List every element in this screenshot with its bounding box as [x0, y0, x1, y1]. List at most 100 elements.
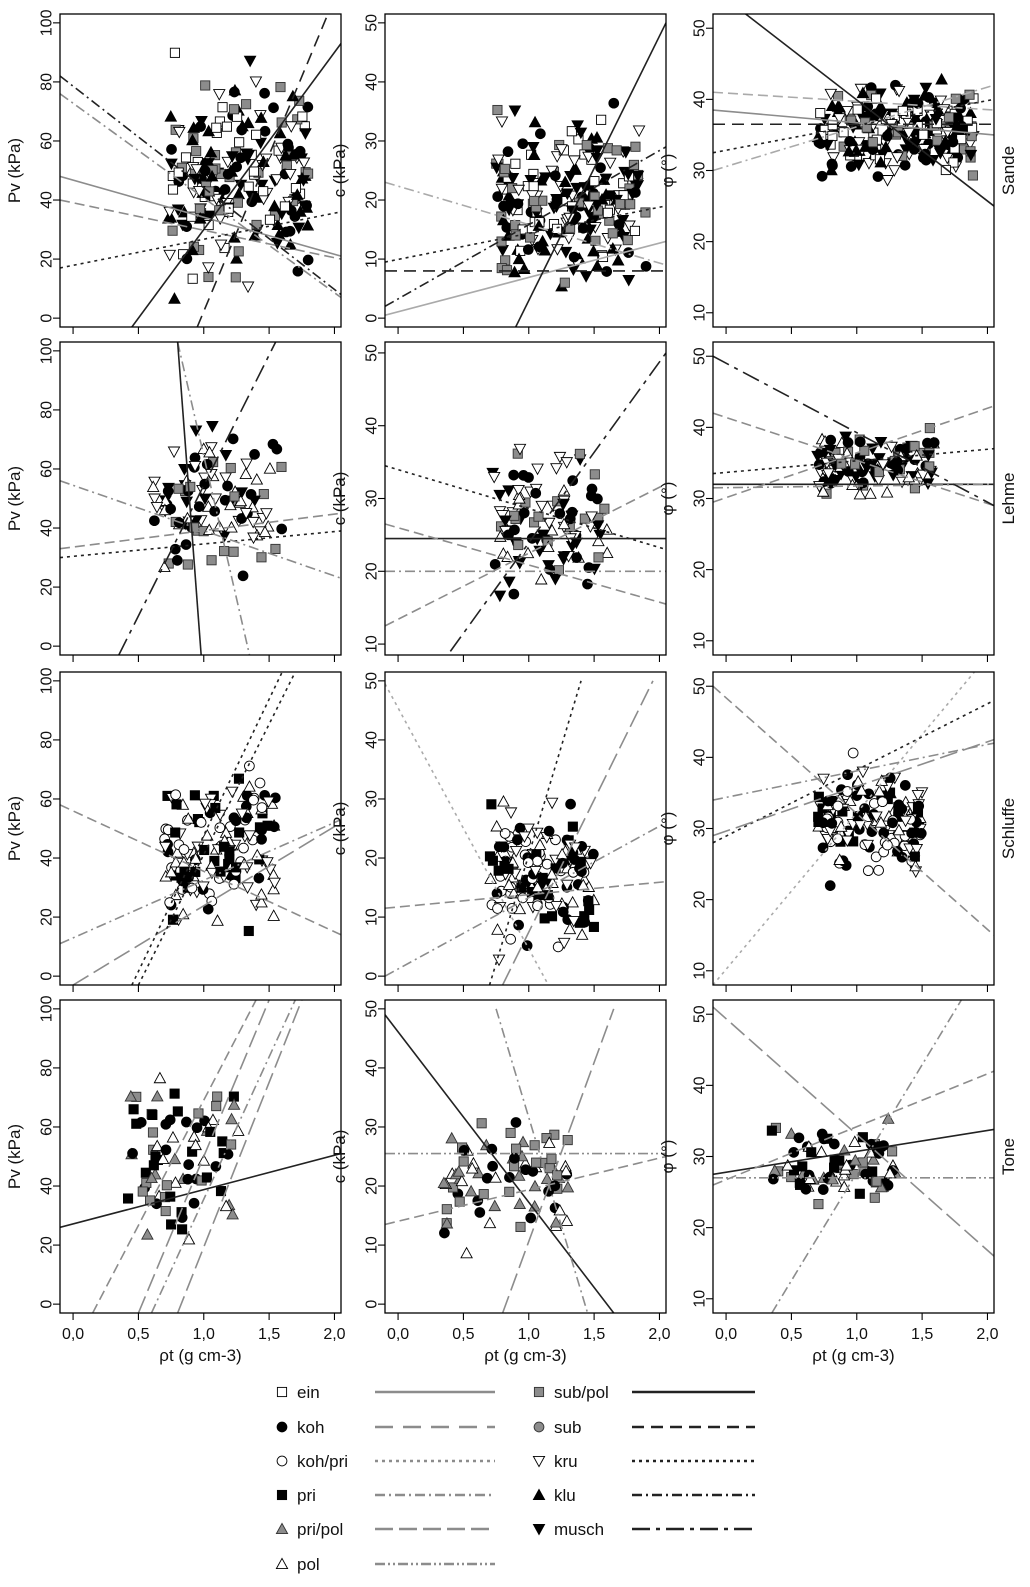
x-tick-label: 1,5 [583, 1326, 605, 1343]
data-point [295, 171, 309, 184]
data-point [176, 907, 190, 920]
data-point [201, 262, 215, 274]
data-point [824, 880, 836, 891]
data-point [840, 835, 854, 848]
data-point [276, 523, 288, 535]
data-point [567, 915, 581, 928]
data-point [188, 1197, 200, 1209]
data-point [188, 461, 202, 473]
data-point [248, 166, 259, 177]
data-point [497, 213, 510, 226]
data-point [611, 253, 625, 266]
data-point [228, 83, 242, 96]
data-point [182, 559, 193, 570]
data-point [283, 169, 297, 181]
data-point [603, 157, 617, 170]
data-point [171, 799, 182, 810]
data-point [254, 111, 268, 123]
regression-line [514, 22, 666, 327]
regression-lines [713, 14, 994, 207]
regression-lines [60, 672, 341, 985]
data-point [832, 800, 844, 812]
x-axis-label: ρt (g cm-3) [159, 1346, 241, 1365]
data-point [148, 1160, 159, 1171]
data-point [474, 1207, 486, 1218]
data-point [817, 773, 830, 786]
data-point [546, 1153, 557, 1165]
data-point [856, 86, 870, 99]
panel-r2-c0: 0 20 40 60 80 100 Pv (kPa) [5, 667, 342, 992]
data-point [243, 830, 257, 842]
data-point [579, 271, 593, 283]
data-point [542, 517, 556, 530]
row-label: Lehme [999, 473, 1018, 525]
y-tick-label: 40 [364, 1059, 381, 1077]
data-point [582, 578, 593, 590]
data-point [534, 572, 548, 585]
data-point [625, 199, 636, 210]
x-tick-label: 0,5 [452, 1326, 474, 1343]
data-point [476, 1118, 487, 1129]
data-point [596, 114, 607, 125]
y-tick-label: 20 [39, 250, 56, 268]
data-point [205, 169, 219, 182]
data-point [956, 120, 967, 132]
regression-line [176, 342, 251, 655]
legend-marker [275, 1557, 289, 1570]
data-point [162, 482, 175, 495]
data-point [259, 125, 271, 137]
data-point [195, 817, 207, 828]
data-point [967, 170, 978, 181]
data-point [560, 188, 574, 201]
x-axis-label: ρt (g cm-3) [812, 1346, 894, 1365]
data-point [225, 1112, 238, 1125]
data-point [165, 503, 176, 515]
data-point [922, 450, 935, 462]
data-point [217, 102, 228, 113]
data-point [890, 152, 904, 164]
data-point [187, 1130, 201, 1142]
data-point [199, 478, 211, 490]
data-point [844, 136, 855, 147]
data-point [512, 484, 525, 497]
data-point [198, 798, 212, 811]
data-point [522, 244, 534, 255]
data-point [164, 211, 178, 223]
data-point [918, 129, 929, 140]
panel-r3-c2: 10 20 30 40 50 φ (°) 0,0 0,5 1,0 1,5 2,0 ρt (g cm-3… [658, 999, 1018, 1365]
data-point [239, 467, 253, 479]
data-point [539, 172, 552, 184]
data-point [199, 165, 211, 177]
data-point [233, 773, 245, 784]
data-point [137, 1186, 148, 1197]
data-point [262, 796, 275, 809]
data-point [259, 87, 270, 99]
regression-line [60, 1152, 341, 1229]
data-point [512, 834, 523, 846]
regression-lines [60, 14, 341, 327]
data-point [255, 179, 269, 192]
data-point [177, 1224, 188, 1235]
data-point [164, 110, 178, 122]
data-point [183, 1159, 195, 1170]
data-point [767, 1173, 779, 1185]
data-point [187, 273, 198, 284]
panel-frame [59, 341, 342, 656]
panel-frame [59, 999, 342, 1314]
data-point [297, 157, 311, 170]
data-point [566, 895, 579, 908]
data-point [267, 882, 281, 895]
data-point [167, 184, 179, 195]
regression-line [91, 1000, 257, 1313]
data-point [254, 777, 266, 789]
data-point [496, 236, 507, 247]
data-point [499, 515, 512, 528]
data-point [261, 857, 274, 869]
data-point [251, 129, 262, 140]
data-point [232, 197, 243, 208]
y-tick-label: 50 [692, 19, 709, 37]
data-point [509, 846, 523, 858]
y-tick-label: 50 [692, 347, 709, 365]
data-points [437, 1117, 575, 1259]
data-point [565, 798, 576, 810]
